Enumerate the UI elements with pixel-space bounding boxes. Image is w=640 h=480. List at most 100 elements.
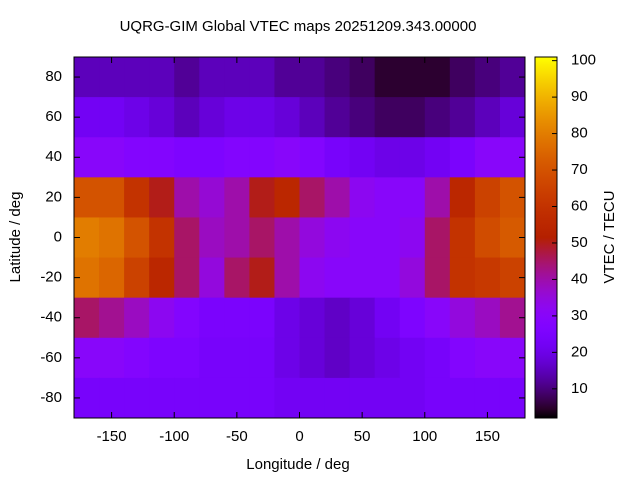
heatmap-cell — [324, 257, 351, 299]
x-tick-label: 100 — [412, 428, 437, 445]
heatmap-cell — [424, 297, 451, 339]
heatmap-cell — [149, 177, 175, 218]
y-tick-label: 20 — [45, 188, 62, 205]
heatmap-cell — [299, 257, 326, 299]
y-tick-label: -60 — [40, 349, 62, 366]
heatmap-cell — [324, 57, 351, 98]
heatmap-cell — [374, 257, 401, 299]
y-tick-label: 80 — [45, 68, 62, 85]
heatmap-cell — [274, 177, 300, 218]
heatmap-cell — [324, 137, 351, 178]
heatmap-cell — [474, 137, 501, 178]
colorbar-tick-label: 70 — [571, 161, 588, 178]
heatmap-cell — [449, 217, 476, 259]
heatmap-cell — [449, 57, 476, 98]
heatmap-cell — [474, 337, 501, 379]
colorbar-tick-label: 50 — [571, 234, 588, 251]
heatmap-cell — [99, 137, 125, 178]
heatmap-cell — [474, 217, 501, 259]
colorbar-tick-label: 60 — [571, 197, 588, 214]
heatmap-cell — [324, 177, 351, 218]
heatmap-cell — [199, 337, 225, 379]
heatmap-cell — [299, 337, 326, 379]
heatmap-cell — [224, 337, 250, 379]
heatmap-cell — [374, 137, 401, 178]
heatmap-cell — [374, 57, 401, 98]
colorbar-tick-label: 10 — [571, 380, 588, 397]
heatmap-cell — [199, 297, 225, 339]
heatmap-cell — [399, 137, 426, 178]
heatmap-cell — [349, 177, 376, 218]
heatmap-cell — [324, 337, 351, 379]
heatmap-cell — [149, 137, 175, 178]
heatmap-cell — [349, 57, 376, 98]
heatmap-cell — [274, 377, 300, 419]
heatmap-cell — [349, 137, 376, 178]
heatmap-cell — [224, 377, 250, 419]
heatmap-cell — [349, 377, 376, 419]
heatmap-cell — [149, 337, 175, 379]
heatmap-cell — [224, 257, 250, 299]
heatmap-cell — [174, 377, 200, 419]
heatmap-cell — [274, 337, 300, 379]
colorbar-tick-label: 90 — [571, 88, 588, 105]
heatmap-cell — [124, 97, 150, 138]
heatmap-cell — [199, 377, 225, 419]
x-tick-label: 50 — [354, 428, 371, 445]
heatmap-cell — [249, 337, 275, 379]
heatmap-cell — [99, 217, 125, 259]
heatmap-cell — [174, 337, 200, 379]
chart-title: UQRG-GIM Global VTEC maps 20251209.343.0… — [120, 18, 477, 35]
heatmap-cell — [99, 377, 125, 419]
y-tick-label: 40 — [45, 148, 62, 165]
heatmap-cell — [149, 257, 175, 299]
heatmap-cell — [99, 97, 125, 138]
heatmap-cell — [424, 137, 451, 178]
colorbar-tick-label: 40 — [571, 270, 588, 287]
heatmap-cell — [199, 257, 225, 299]
heatmap-cell — [474, 177, 501, 218]
heatmap-cell — [224, 137, 250, 178]
heatmap-cell — [374, 177, 401, 218]
heatmap-cell — [199, 217, 225, 259]
heatmap-cell — [174, 97, 200, 138]
x-tick-label: -100 — [159, 428, 189, 445]
heatmap-cell — [349, 337, 376, 379]
heatmap-cell — [449, 257, 476, 299]
heatmap-cell — [399, 177, 426, 218]
heatmap-cell — [249, 257, 275, 299]
heatmap-cell — [249, 217, 275, 259]
heatmap-cell — [199, 97, 225, 138]
heatmap-cell — [124, 297, 150, 339]
x-tick-label: 0 — [295, 428, 303, 445]
heatmap-cell — [149, 97, 175, 138]
heatmap-cell — [249, 97, 275, 138]
heatmap-cell — [324, 97, 351, 138]
heatmap-cell — [349, 217, 376, 259]
heatmap-cell — [249, 57, 275, 98]
colorbar — [534, 56, 558, 419]
heatmap-cell — [249, 297, 275, 339]
heatmap-cell — [449, 337, 476, 379]
heatmap-cell — [374, 97, 401, 138]
heatmap-cell — [99, 177, 125, 218]
heatmap-cell — [124, 57, 150, 98]
heatmap-cell — [249, 177, 275, 218]
heatmap-cell — [274, 137, 300, 178]
x-axis-label: Longitude / deg — [246, 456, 349, 473]
x-tick-label: -150 — [97, 428, 127, 445]
heatmap-cell — [124, 137, 150, 178]
heatmap-cell — [424, 177, 451, 218]
heatmap-cell — [399, 257, 426, 299]
heatmap-cell — [274, 297, 300, 339]
colorbar-tick-label: 80 — [571, 125, 588, 142]
heatmap-cell — [399, 217, 426, 259]
y-tick-label: 60 — [45, 108, 62, 125]
x-tick-label: 150 — [475, 428, 500, 445]
heatmap-cell — [299, 217, 326, 259]
heatmap-cell — [324, 377, 351, 419]
heatmap-cell — [474, 297, 501, 339]
heatmap-cell — [149, 297, 175, 339]
heatmap-cell — [324, 297, 351, 339]
